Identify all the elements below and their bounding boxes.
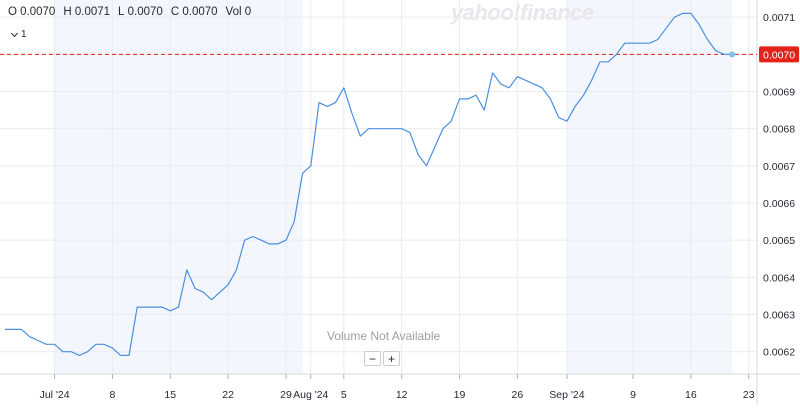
y-tick-label: 0.0065 — [763, 235, 795, 247]
shaded-month-bands — [54, 0, 733, 374]
y-tick-label: 0.0067 — [763, 161, 795, 173]
last-point-marker — [729, 51, 736, 58]
vol-label: Vol — [225, 6, 242, 18]
open-label: O — [8, 6, 17, 18]
low-readout: L 0.0070 — [118, 6, 163, 18]
x-tick-label: 5 — [341, 389, 347, 401]
close-label: C — [170, 6, 180, 18]
y-tick-label: 0.0071 — [763, 12, 795, 24]
shaded-band-0 — [54, 0, 303, 374]
x-tick-label: 19 — [454, 389, 466, 401]
vol-value: 0 — [244, 6, 252, 18]
open-value: 0.0070 — [20, 6, 56, 18]
x-tick-label: Jul '24 — [40, 389, 70, 401]
x-tick-label: 22 — [222, 389, 234, 401]
y-tick-label: 0.0063 — [763, 310, 795, 322]
x-tick-label: 8 — [110, 389, 116, 401]
high-label: H — [63, 6, 72, 18]
x-tick-label: 23 — [743, 389, 755, 401]
y-tick-label: 0.0064 — [763, 272, 795, 284]
shaded-band-1 — [566, 0, 733, 374]
low-value: 0.0070 — [127, 6, 163, 18]
chevron-down-icon — [10, 29, 19, 37]
zoom-out-button[interactable]: − — [364, 351, 381, 366]
interval-toggle[interactable]: 1 — [10, 29, 27, 40]
interval-value: 1 — [21, 29, 27, 40]
open-readout: O 0.0070 — [8, 6, 55, 18]
high-readout: H 0.0071 — [63, 6, 110, 18]
grid-lines — [0, 0, 757, 374]
price-series — [5, 12, 736, 356]
x-tick-label: Aug '24 — [293, 389, 328, 401]
x-tick-label: Sep '24 — [549, 389, 584, 401]
zoom-in-button[interactable]: + — [383, 351, 400, 366]
last-price-badge — [759, 46, 799, 63]
close-value: 0.0070 — [182, 6, 218, 18]
axis-labels: 0.0062 0.0063 0.0064 0.0065 0.0066 0.0067 0.00… — [40, 12, 799, 401]
low-label: L — [118, 6, 125, 18]
y-tick-label: 0.0068 — [763, 124, 795, 136]
y-tick-label: 0.0066 — [763, 198, 795, 210]
volume-not-available: Volume Not Available — [327, 329, 441, 343]
price-line — [5, 12, 733, 356]
last-price-label: 0.0070 — [763, 49, 795, 61]
x-tick-label: 29 — [280, 389, 292, 401]
y-tick-label: 0.0069 — [763, 86, 795, 98]
zoom-controls: − + — [364, 351, 400, 366]
x-tick-label: 26 — [512, 389, 524, 401]
close-readout: C 0.0070 — [171, 6, 218, 18]
x-tick-label: 12 — [396, 389, 408, 401]
x-tick-label: 9 — [630, 389, 636, 401]
ohlc-readout: O 0.0070 H 0.0071 L 0.0070 C 0.0070 Vol … — [8, 6, 251, 18]
yahoo-finance-watermark: yahoo!finance — [451, 0, 594, 25]
volume-readout: Vol 0 — [226, 6, 252, 18]
high-value: 0.0071 — [74, 6, 111, 18]
x-tick-label: 16 — [685, 389, 697, 401]
y-tick-label: 0.0062 — [763, 347, 795, 359]
x-tick-label: 15 — [164, 389, 176, 401]
